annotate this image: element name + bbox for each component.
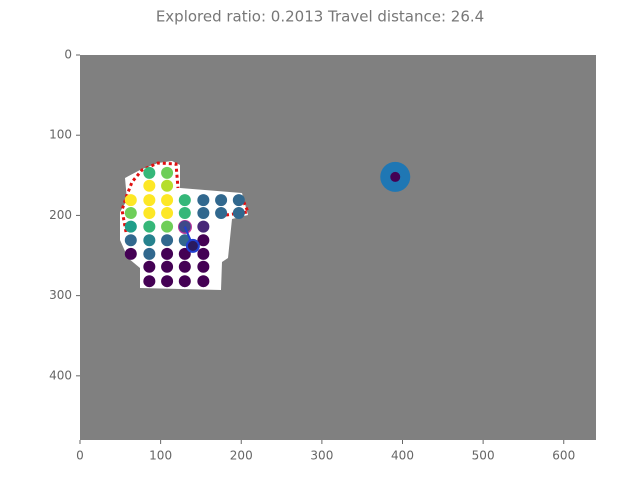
point <box>161 247 174 260</box>
point <box>143 166 156 179</box>
point <box>178 194 191 207</box>
point <box>215 194 228 207</box>
point <box>143 220 156 233</box>
y-tick-label: 200 <box>49 208 72 222</box>
point <box>178 247 191 260</box>
point <box>197 234 210 247</box>
point <box>232 194 245 207</box>
point <box>124 207 137 220</box>
point <box>143 275 156 288</box>
point <box>124 220 137 233</box>
x-tick-label: 600 <box>552 449 575 463</box>
x-tick-label: 300 <box>310 449 333 463</box>
x-tick-label: 400 <box>391 449 414 463</box>
point <box>161 260 174 273</box>
point <box>161 166 174 179</box>
point <box>143 207 156 220</box>
frontier <box>120 161 180 233</box>
point <box>197 220 210 233</box>
point <box>143 234 156 247</box>
y-tick-label: 100 <box>49 128 72 142</box>
point <box>161 179 174 192</box>
point <box>161 194 174 207</box>
point <box>124 234 137 247</box>
point <box>124 247 137 260</box>
point <box>124 194 137 207</box>
point <box>178 260 191 273</box>
point <box>161 207 174 220</box>
chart-title: Explored ratio: 0.2013 Travel distance: … <box>156 8 484 26</box>
point <box>143 247 156 260</box>
x-tick-label: 100 <box>149 449 172 463</box>
point <box>232 207 245 220</box>
point <box>178 207 191 220</box>
x-tick-label: 500 <box>472 449 495 463</box>
point <box>178 275 191 288</box>
point <box>161 275 174 288</box>
point <box>197 194 210 207</box>
point <box>197 260 210 273</box>
point <box>143 179 156 192</box>
point <box>185 238 200 253</box>
point <box>161 220 174 233</box>
x-tick-label: 0 <box>76 449 84 463</box>
point <box>197 247 210 260</box>
point <box>143 194 156 207</box>
y-tick-label: 400 <box>49 368 72 382</box>
point <box>215 207 228 220</box>
point <box>161 234 174 247</box>
y-tick-label: 300 <box>49 288 72 302</box>
x-tick-label: 200 <box>230 449 253 463</box>
point <box>390 171 401 182</box>
point <box>197 207 210 220</box>
point <box>143 260 156 273</box>
point <box>197 275 210 288</box>
y-tick-label: 0 <box>64 48 72 62</box>
